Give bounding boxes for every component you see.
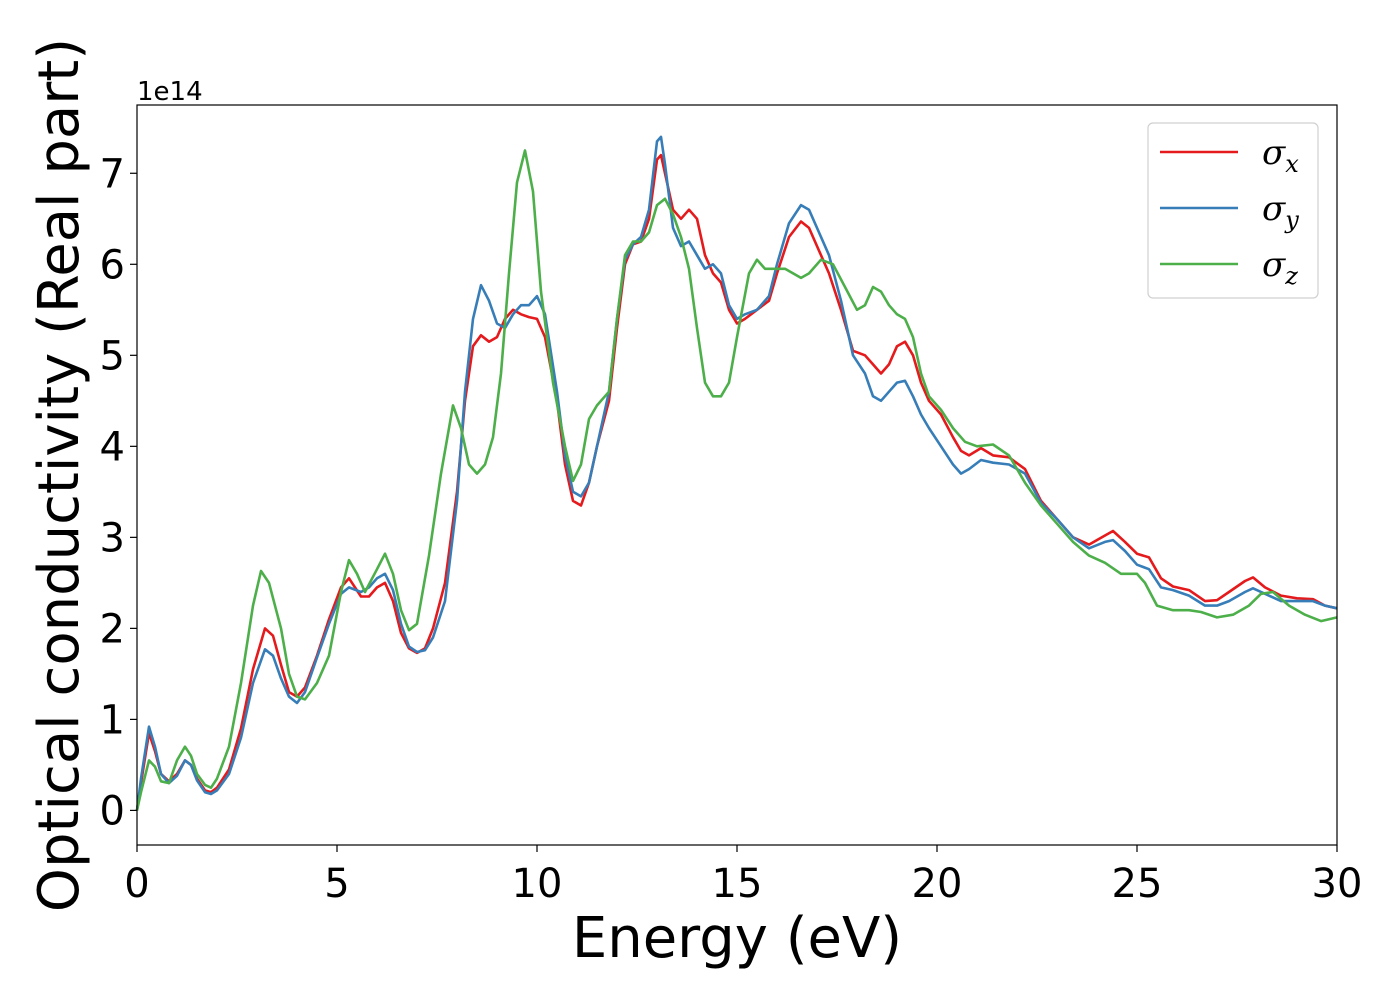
x-tick-label: 10: [512, 861, 563, 907]
legend-symbol: σ: [1262, 245, 1286, 285]
x-tick-label: 25: [1112, 861, 1163, 907]
x-tick-label: 0: [124, 861, 149, 907]
legend-symbol: σ: [1262, 133, 1286, 173]
legend-symbol: σ: [1262, 189, 1286, 229]
legend-subscript: z: [1284, 262, 1298, 290]
legend-box: [1147, 122, 1319, 299]
series-layer: [135, 135, 1338, 811]
y-tick-label: 5: [100, 333, 125, 379]
y-axis-title: Optical conductivity (Real part): [27, 38, 92, 912]
y-tick-label: 0: [100, 788, 125, 834]
y-tick-label: 4: [100, 424, 125, 470]
legend-label-x: σx: [1262, 133, 1299, 178]
y-tick-label: 6: [100, 242, 125, 288]
legend-label-z: σz: [1262, 245, 1298, 290]
y-tick-label: 3: [100, 515, 125, 561]
x-axis-ticks: 0 5 10 15 20 25 30: [124, 845, 1362, 907]
series-line-z: [135, 149, 1338, 811]
legend-subscript: y: [1284, 206, 1299, 234]
x-axis-title: Energy (eV): [572, 906, 902, 971]
y-tick-label: 7: [100, 151, 125, 197]
legend-subscript: x: [1285, 150, 1299, 178]
y-axis-offset-label: 1e14: [137, 77, 203, 107]
x-tick-label: 30: [1312, 861, 1363, 907]
x-tick-label: 20: [912, 861, 963, 907]
x-tick-label: 15: [712, 861, 763, 907]
x-tick-label: 5: [324, 861, 349, 907]
y-tick-label: 1: [100, 697, 125, 743]
y-tick-label: 2: [100, 606, 125, 652]
legend-label-y: σy: [1262, 189, 1299, 234]
y-axis-ticks: 0 1 2 3 4 5 6 7: [100, 151, 137, 834]
